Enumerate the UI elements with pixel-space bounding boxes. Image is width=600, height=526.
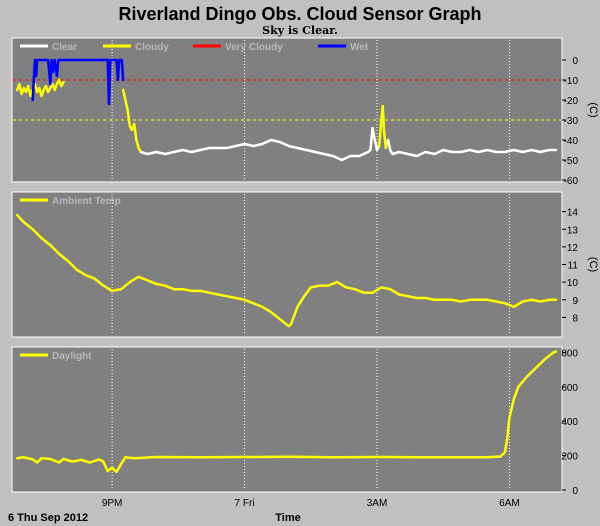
- legend-label: Clear: [52, 42, 77, 53]
- x-tick-label: 6AM: [499, 498, 520, 509]
- y-tick-label: 8: [572, 313, 578, 324]
- y-axis-label: (C): [587, 102, 599, 117]
- y-tick-label: 12: [567, 243, 579, 254]
- ambient-temperature-panel: 14 13 12 11 10 9 8 (C) Ambient Temp: [11, 191, 599, 338]
- series-line-cloudy: [15, 78, 65, 98]
- series-line-ambient-temp: [15, 213, 558, 328]
- y-tick-label: 0: [572, 486, 578, 497]
- y-tick-label: 800: [561, 348, 578, 359]
- y-tick-label: 0: [572, 56, 578, 67]
- chart-panels: 0 -10 -20 -30 -40 -50 -60 (C) Clear Cloudy Very Cl…: [11, 37, 599, 509]
- y-tick-label: -40: [564, 136, 579, 147]
- y-tick-label: 13: [567, 225, 579, 236]
- plot-area: [11, 191, 563, 338]
- x-axis: 9PM 7 Fri 3AM 6AM: [102, 498, 520, 509]
- legend-label: Very Cloudy: [225, 42, 283, 53]
- daylight-panel: 800 600 400 200 0 Daylight: [11, 346, 578, 497]
- series-line-clear: [386, 138, 558, 158]
- y-tick-label: 600: [561, 383, 578, 394]
- date-label: 6 Thu Sep 2012: [8, 512, 88, 524]
- chart-subtitle: Sky is Clear.: [262, 24, 338, 37]
- legend-label: Daylight: [52, 351, 92, 362]
- legend-label: Ambient Temp: [52, 196, 121, 207]
- series-line-cloudy: [121, 88, 143, 154]
- legend-label: Cloudy: [135, 42, 169, 53]
- y-tick-label: -50: [564, 156, 579, 167]
- y-tick-label: 400: [561, 417, 578, 428]
- y-tick-label: -60: [564, 176, 579, 187]
- chart-title: Riverland Dingo Obs. Cloud Sensor Graph: [118, 4, 481, 24]
- y-tick-label: -20: [564, 96, 579, 107]
- y-tick-label: 14: [567, 208, 579, 219]
- series-line-daylight: [15, 350, 558, 474]
- y-tick-label: 11: [568, 261, 579, 272]
- y-axis-label: (C): [587, 257, 599, 272]
- series-line-cloudy: [377, 104, 390, 150]
- y-tick-label: 9: [572, 296, 578, 307]
- x-tick-label: 7 Fri: [235, 498, 255, 509]
- y-tick-label: 10: [567, 278, 579, 289]
- y-tick-label: -30: [564, 116, 579, 127]
- y-tick-label: -10: [564, 76, 579, 87]
- plot-area: [11, 37, 563, 183]
- x-axis-title: Time: [275, 512, 300, 524]
- series-line-wet: [31, 58, 125, 106]
- plot-area: [11, 346, 563, 493]
- legend-label: Wet: [350, 42, 369, 53]
- series-line-clear: [139, 126, 381, 162]
- x-tick-label: 3AM: [367, 498, 388, 509]
- x-tick-label: 9PM: [102, 498, 123, 509]
- y-tick-label: 200: [561, 452, 578, 463]
- sky-temperature-panel: 0 -10 -20 -30 -40 -50 -60 (C) Clear Cloudy Very Cl…: [11, 37, 599, 187]
